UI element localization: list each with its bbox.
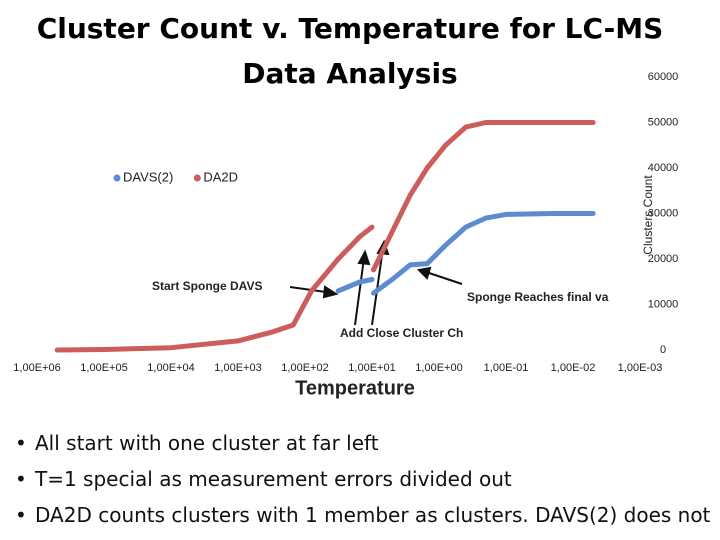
y-tick-label: 10000	[648, 298, 679, 310]
chart-title: Cluster Count v. Temperature for LC-MS D…	[36, 12, 664, 90]
annotation: Sponge Reaches final va	[467, 290, 609, 304]
y-tick-label: 40000	[648, 162, 679, 174]
arrow-head	[416, 266, 432, 280]
y-axis-label: Clusters Count	[641, 175, 655, 255]
bullet-list: All start with one cluster at far leftT=…	[0, 425, 715, 533]
legend-label: DAVS(2)	[123, 169, 173, 184]
arrows	[289, 239, 463, 326]
arrow	[354, 257, 365, 326]
series-line	[54, 120, 596, 353]
x-tick-label: 1,00E+06	[13, 362, 60, 374]
x-tick-label: 1,00E+05	[80, 362, 127, 374]
y-tick-label: 30000	[648, 207, 679, 219]
x-tick-label: 1,00E+01	[348, 362, 395, 374]
x-tick-label: 1,00E-01	[484, 362, 529, 374]
y-tick-label: 60000	[648, 71, 679, 83]
x-tick-label: 1,00E+00	[415, 362, 462, 374]
annotation: Start Sponge DAVS	[152, 279, 262, 293]
x-tick-label: 1,00E+03	[214, 362, 261, 374]
x-axis-label: Temperature	[295, 377, 415, 399]
x-tick-label: 1,00E-02	[551, 362, 596, 374]
legend-marker	[193, 174, 201, 182]
legend-marker	[113, 174, 121, 182]
arrow	[371, 247, 384, 326]
x-tick-label: 1,00E+04	[147, 362, 194, 374]
y-tick-label: 20000	[648, 253, 679, 265]
legend-label: DA2D	[203, 169, 238, 184]
arrow	[422, 270, 463, 285]
bullet: T=1 special as measurement errors divide…	[15, 461, 715, 497]
annotation: Add Close Cluster Ch	[340, 326, 463, 340]
bullet: DA2D counts clusters with 1 member as cl…	[15, 497, 715, 533]
chart: Temperature Clusters Count 1,00E+06 1,00E…	[13, 71, 679, 399]
x-tick-label: 1,00E+02	[281, 362, 328, 374]
arrow-head	[322, 285, 339, 299]
y-tick-label: 50000	[648, 116, 679, 128]
y-tick-label: 0	[660, 344, 666, 356]
arrow-head	[357, 249, 371, 266]
series-line	[335, 211, 596, 296]
x-tick-label: 1,00E-03	[618, 362, 663, 374]
bullet: All start with one cluster at far left	[15, 425, 715, 461]
